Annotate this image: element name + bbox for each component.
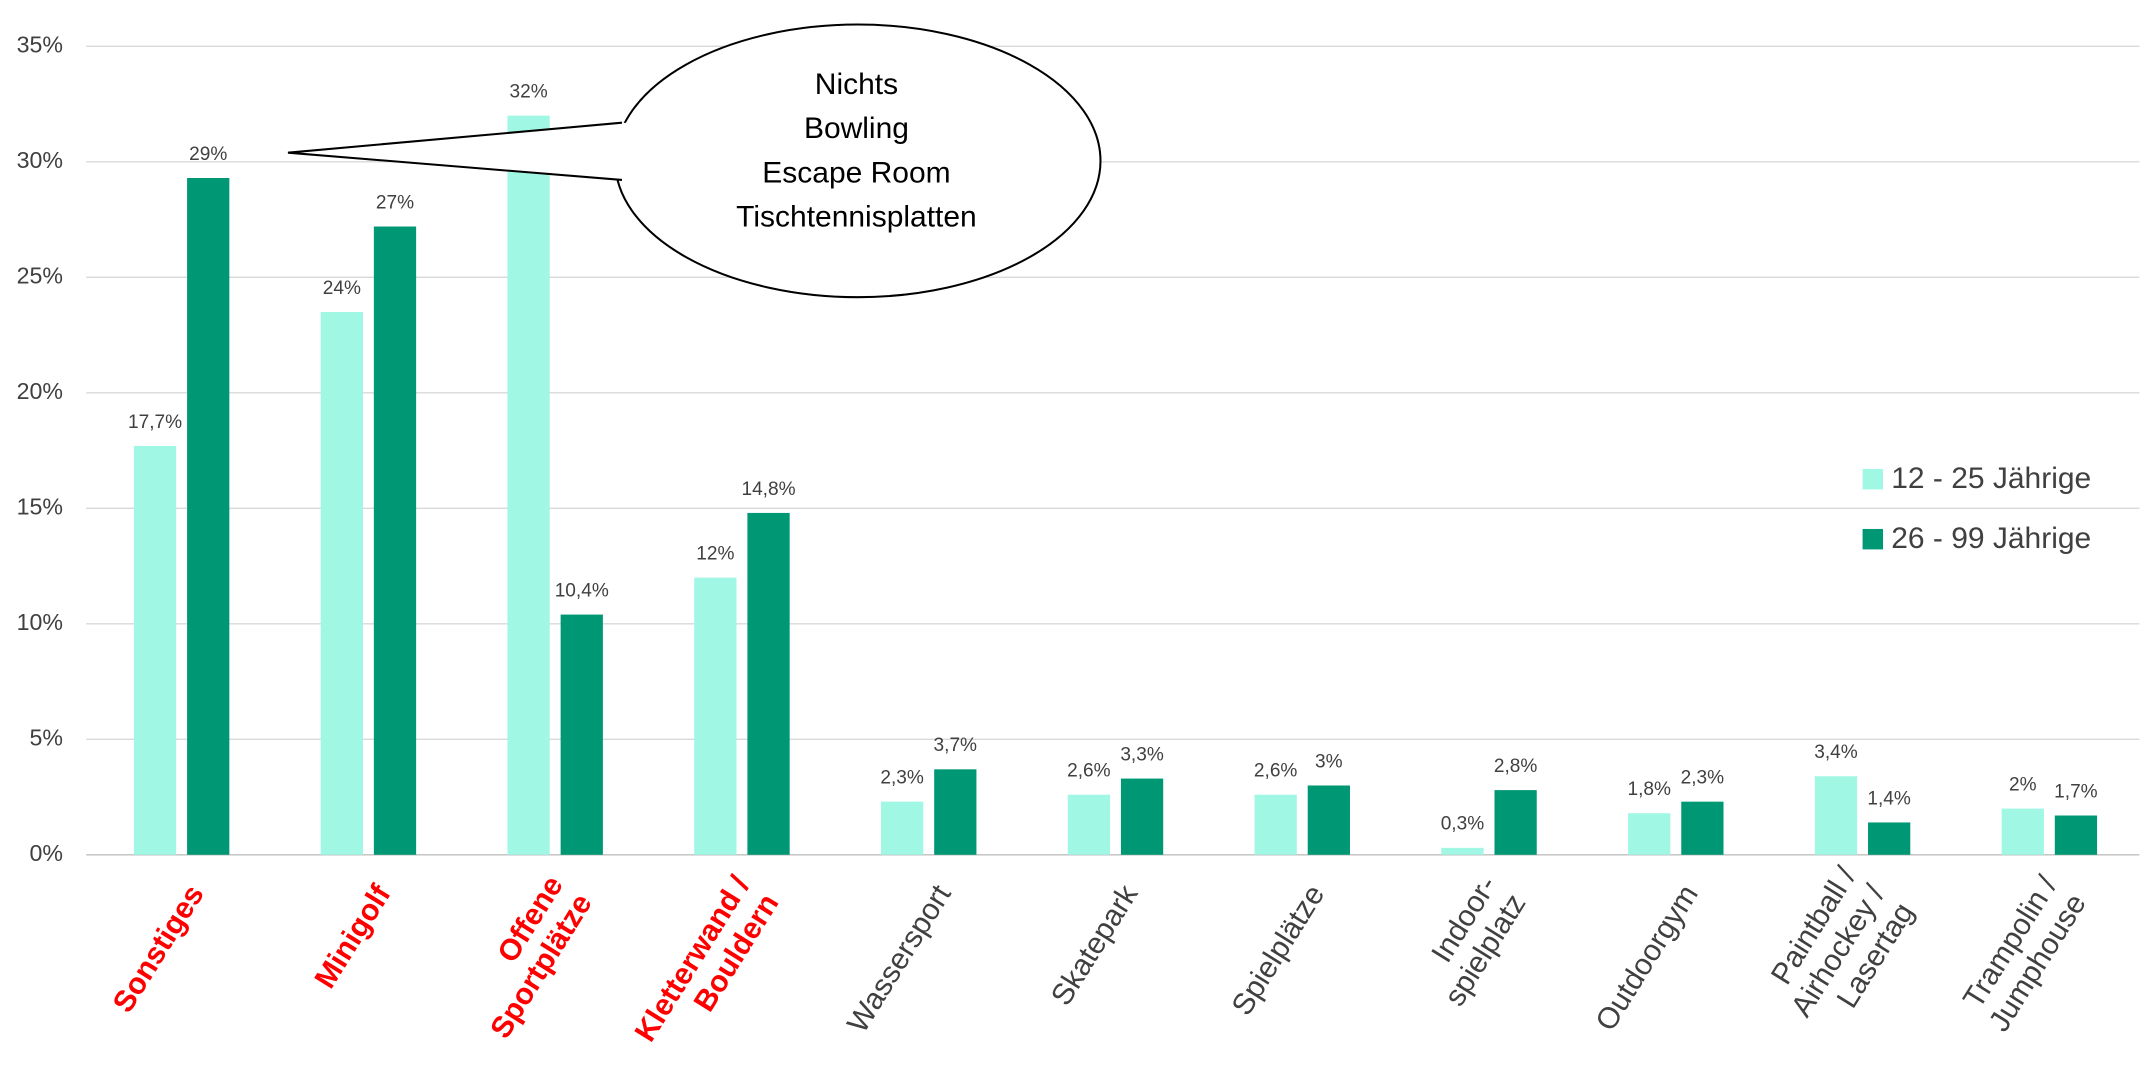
data-label: 1,8% [1627,779,1671,800]
bar [1307,785,1350,855]
y-tick-label: 0% [30,840,63,866]
data-label: 2,3% [880,768,924,789]
x-tick-label: Wassersport [841,879,958,1039]
legend-swatch [1862,468,1884,490]
bar [881,801,924,855]
x-tick-label: Spielplätze [1226,879,1332,1021]
data-label: 3,3% [1120,744,1164,765]
data-label: 2% [2009,774,2037,795]
x-tick-label-group: Skatepark [1045,878,1145,1011]
bar [1628,813,1671,855]
x-tick-label: Sonstiges [107,879,211,1018]
x-tick-label-group: Minigolf [309,878,398,994]
y-tick-label: 25% [17,262,63,288]
data-label: 3% [1315,751,1343,772]
legend-label: 26 - 99 Jährige [1891,522,2091,555]
bar [187,178,230,855]
bar [1814,776,1858,855]
y-tick-label: 15% [17,493,63,519]
data-label: 32% [509,82,547,103]
y-tick-label: 10% [17,609,63,635]
data-label: 12% [696,543,734,564]
data-label: 0,3% [1441,814,1485,835]
data-label: 17,7% [128,412,182,433]
data-label: 24% [323,278,361,299]
data-label: 27% [376,192,414,213]
data-label: 2,8% [1494,756,1538,777]
x-tick-label: Minigolf [309,878,398,994]
x-tick-label-group: Paintball /Airhockey /Lasertag [1765,861,1921,1023]
x-tick-label-group: Sonstiges [107,879,211,1018]
y-tick-label: 35% [17,31,63,57]
data-label: 2,6% [1067,761,1111,782]
bar [2001,808,2044,855]
data-label: 3,4% [1814,742,1858,763]
bar [507,115,550,855]
x-tick-label-group: Trampolin /Jumphouse [1957,870,2093,1038]
bar [934,769,977,855]
annotation-line: Escape Room [762,156,950,189]
data-label: 14,8% [741,479,795,500]
bar [1254,794,1297,855]
x-tick-label: Outdoorgym [1589,879,1704,1036]
x-tick-label-group: Outdoorgym [1589,879,1704,1036]
legend-label: 12 - 25 Jährige [1891,462,2091,495]
data-label: 2,3% [1681,768,1725,789]
x-tick-label-group: Indoor-spielplatz [1425,870,1532,1012]
x-tick-label-group: Spielplätze [1226,879,1332,1021]
bar [1067,794,1111,855]
legend-swatch [1862,528,1884,550]
annotation-line: Bowling [804,112,909,145]
bar [320,311,363,855]
bar [560,614,603,855]
bar [747,512,790,855]
annotation-line: Nichts [815,68,898,101]
data-label: 3,7% [934,735,978,756]
bar [1120,778,1164,855]
bar [1494,790,1537,855]
y-tick-label: 5% [30,724,63,750]
bar [1868,822,1911,855]
bar [1441,847,1484,855]
bar [1681,801,1724,855]
y-tick-label: 30% [17,147,63,173]
x-tick-label-group: Wassersport [841,879,958,1039]
data-label: 1,7% [2054,781,2098,802]
bar [373,226,417,855]
x-tick-label-group: Kletterwand /Bouldern [629,870,786,1048]
callout-pointer-fill [290,122,643,180]
bar [694,577,737,855]
bar [133,445,177,855]
data-label: 2,6% [1254,761,1298,782]
callout-pointer [287,121,623,181]
x-tick-label: Skatepark [1045,878,1145,1011]
data-label: 1,4% [1867,788,1911,809]
y-tick-label: 20% [17,378,63,404]
data-label: 29% [189,144,227,165]
data-label: 10,4% [555,580,609,601]
annotation-line: Tischtennisplatten [736,201,977,234]
bar [2054,815,2098,855]
